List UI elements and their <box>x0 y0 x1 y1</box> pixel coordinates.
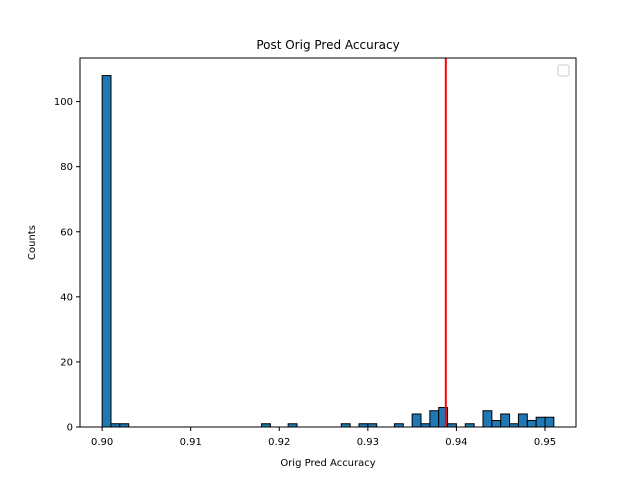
legend-box <box>557 64 570 77</box>
histogram-bar <box>544 416 555 428</box>
bars-group <box>101 75 555 428</box>
histogram-bar <box>491 419 502 428</box>
x-tick-label: 0.93 <box>357 437 379 448</box>
y-tick-label: 40 <box>60 292 73 303</box>
histogram-bar <box>526 419 537 428</box>
y-tick-label: 60 <box>60 227 73 238</box>
histogram-bar <box>500 413 511 428</box>
histogram-bar <box>517 413 528 428</box>
histogram-bar <box>535 416 546 428</box>
x-tick-label: 0.92 <box>268 437 290 448</box>
y-tick-label: 80 <box>60 162 73 173</box>
x-axis-ticks: 0.90 0.91 0.92 0.93 0.94 0.95 <box>91 427 556 448</box>
y-tick-label: 0 <box>67 423 73 434</box>
x-tick-label: 0.94 <box>445 437 467 448</box>
chart-title: Post Orig Pred Accuracy <box>256 38 399 52</box>
histogram-bar <box>101 75 112 428</box>
x-tick-label: 0.91 <box>180 437 202 448</box>
histogram-bar <box>482 410 493 428</box>
plot-area-frame <box>79 57 577 428</box>
x-tick-label: 0.90 <box>91 437 113 448</box>
y-axis-label: Counts <box>27 225 38 260</box>
y-axis-ticks: 0 20 40 60 80 100 <box>54 97 80 434</box>
histogram-bar <box>429 410 440 428</box>
y-tick-label: 20 <box>60 357 73 368</box>
x-tick-label: 0.95 <box>534 437 556 448</box>
histogram-bar <box>411 413 422 428</box>
y-tick-label: 100 <box>54 97 73 108</box>
x-axis-label: Orig Pred Accuracy <box>280 458 375 469</box>
